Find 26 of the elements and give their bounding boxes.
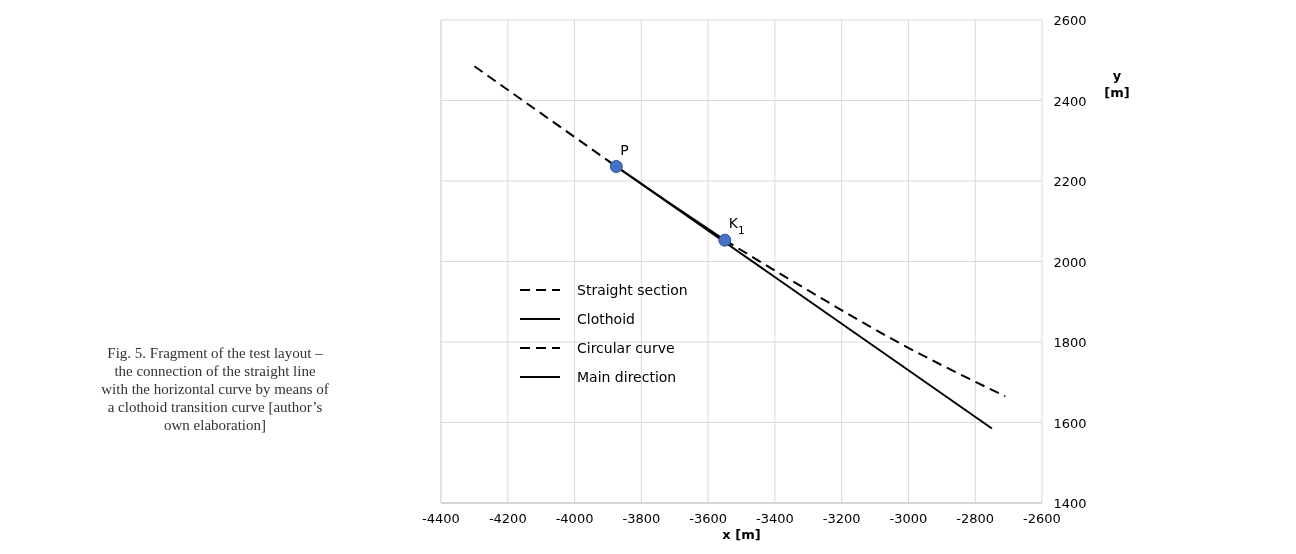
y-tick-label: 2200 <box>1053 174 1087 189</box>
x-tick-label: -3600 <box>689 511 727 526</box>
caption: Fig. 5. Fragment of the test layout – the connection of the straight line with the horizontal curve by means of a clothoid transition curve [author’s own elaboration] <box>101 345 329 433</box>
y-axis-title: y [m] <box>1104 68 1130 100</box>
legend-label: Circular curve <box>577 340 675 356</box>
x-tick-label: -3000 <box>889 511 928 526</box>
x-tick-label: -4200 <box>488 511 527 526</box>
annotation: P <box>620 141 629 158</box>
legend-label: Main direction <box>577 369 677 385</box>
legend-label: Straight section <box>577 282 688 298</box>
y-tick-label: 1600 <box>1053 415 1087 431</box>
y-tick-label: 2000 <box>1053 254 1087 270</box>
x-tick-label: -3200 <box>822 511 861 526</box>
x-tick-label: -3800 <box>622 511 661 526</box>
y-tick-label: 1800 <box>1053 335 1087 350</box>
legend-label: Clothoid <box>577 311 635 327</box>
x-axis-title: x [m] <box>722 527 761 542</box>
x-tick-label: -4000 <box>555 511 594 526</box>
x-tick-label: -3400 <box>756 511 794 526</box>
x-tick-label: -2800 <box>956 511 995 526</box>
x-tick-label: -4400 <box>422 511 460 526</box>
y-tick-label: 1400 <box>1053 496 1087 511</box>
y-tick-label: 2600 <box>1053 13 1087 28</box>
y-tick-label: 2400 <box>1053 93 1087 109</box>
annotation: K$_{1}$ <box>728 215 745 237</box>
x-tick-label: -2600 <box>1023 511 1061 526</box>
